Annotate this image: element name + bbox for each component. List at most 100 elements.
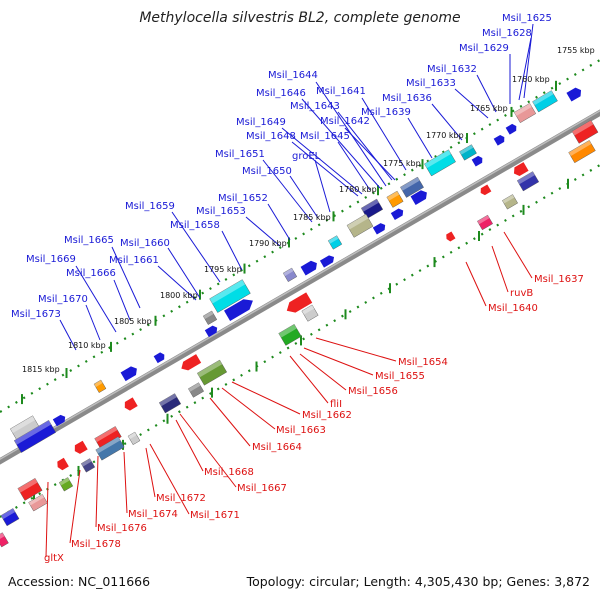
gene-box [93,379,107,393]
gene-arrow [224,299,253,321]
forward-gene-labels: Msil_1625 Msil_1628 Msil_1629 Msil_1632 … [11,13,552,320]
gene-label[interactable]: ruvB [510,288,533,299]
gene-label[interactable]: Msil_1673 [11,309,61,320]
gene-feature [505,123,517,135]
label-leader [113,279,131,321]
gene-label[interactable]: Msil_1644 [268,70,318,81]
label-leader [245,216,281,247]
genome-backbone-highlight [0,109,600,461]
gene-arrow [74,440,88,454]
gene-label[interactable]: Msil_1637 [534,274,584,285]
gene-arrow [300,260,317,276]
gene-box [196,359,228,386]
gene-label[interactable]: Msil_1646 [256,88,306,99]
gene-box [502,194,518,210]
gene-label[interactable]: Msil_1666 [66,268,116,279]
gene-label[interactable]: Msil_1672 [156,493,206,504]
gene-feature [209,279,251,313]
gene-label[interactable]: Msil_1654 [398,357,448,368]
label-leader [314,159,331,213]
gene-box-shade [346,214,369,230]
gene-box [58,477,74,492]
gene-box [28,494,48,512]
gene-box [202,310,218,325]
gene-box-shade [386,191,400,201]
gene-label[interactable]: Msil_1628 [482,28,532,39]
gene-label[interactable]: Msil_1651 [215,149,265,160]
gene-label[interactable]: Msil_1641 [316,86,366,97]
gene-box [568,140,596,164]
gene-box-shade [197,360,223,378]
gene-box [301,304,319,322]
gene-arrow [471,155,483,167]
gene-label[interactable]: gltX [44,553,64,564]
gene-label[interactable]: fliI [330,399,342,410]
kbp-label: 1815 kbp [22,365,60,374]
label-leader [145,447,156,498]
gene-feature [0,508,20,527]
gene-feature [493,134,505,146]
gene-label[interactable]: Msil_1678 [71,539,121,550]
label-leader [267,203,291,241]
gene-feature [513,162,529,177]
gene-label[interactable]: Msil_1668 [204,467,254,478]
gene-feature [459,144,477,161]
gene-label[interactable]: Msil_1670 [38,294,88,305]
label-leader [123,451,128,514]
gene-box-shade [502,194,515,204]
gene-label[interactable]: Msil_1649 [236,117,286,128]
gene-feature [480,184,492,196]
kbp-label: 1785 kbp [293,213,331,222]
gene-label[interactable]: Msil_1650 [242,166,292,177]
label-leader [85,304,101,341]
gene-label[interactable]: Msil_1629 [459,43,509,54]
gene-label[interactable]: Msil_1674 [128,509,178,520]
gene-feature [571,119,599,144]
gene-box [327,235,343,250]
gene-label[interactable]: Msil_1625 [502,13,552,24]
gene-label[interactable]: Msil_1648 [246,131,296,142]
gene-label[interactable]: Msil_1663 [276,425,326,436]
gene-label[interactable]: Msil_1643 [290,101,340,112]
gene-label[interactable]: Msil_1636 [382,93,432,104]
gene-label[interactable]: Msil_1661 [109,255,159,266]
gene-label[interactable]: Msil_1671 [190,510,240,521]
gene-label[interactable]: Msil_1640 [488,303,538,314]
gene-features [0,87,599,548]
gene-label[interactable]: Msil_1632 [427,64,477,75]
gene-box [158,393,182,414]
gene-label[interactable]: Msil_1658 [170,220,220,231]
gene-arrow [52,414,66,427]
gene-label[interactable]: Msil_1639 [361,107,411,118]
kbp-label: 1790 kbp [249,239,287,248]
gene-label[interactable]: Msil_1665 [64,235,114,246]
gene-label[interactable]: Msil_1676 [97,523,147,534]
label-leader [149,443,190,515]
gene-label[interactable]: Msil_1664 [252,442,302,453]
gene-box-shade [28,494,45,506]
gene-label[interactable]: Msil_1656 [348,386,398,397]
gene-box [0,532,9,548]
gene-label[interactable]: groEL [292,151,321,162]
gene-label[interactable]: Msil_1642 [320,116,370,127]
gene-label[interactable]: Msil_1652 [218,193,268,204]
gene-label[interactable]: Msil_1667 [237,483,287,494]
gene-label[interactable]: Msil_1653 [196,206,246,217]
gene-feature [278,324,302,346]
gene-label[interactable]: Msil_1655 [375,371,425,382]
label-leader [289,355,329,404]
label-leader [518,37,532,101]
kbp-labels: 1755 kbp 1760 kbp 1765 kbp 1770 kbp 1775… [22,46,595,374]
gene-label[interactable]: Msil_1669 [26,254,76,265]
gene-box-shade [14,420,52,445]
gene-feature [57,457,69,471]
gene-box-shade [0,508,16,520]
gene-box-shade [424,149,452,169]
gene-label[interactable]: Msil_1659 [125,201,175,212]
gene-label[interactable]: Msil_1660 [120,238,170,249]
gene-feature [390,208,404,220]
gene-label[interactable]: Msil_1633 [406,78,456,89]
gene-label[interactable]: Msil_1662 [302,410,352,421]
gene-label[interactable]: Msil_1645 [300,131,350,142]
